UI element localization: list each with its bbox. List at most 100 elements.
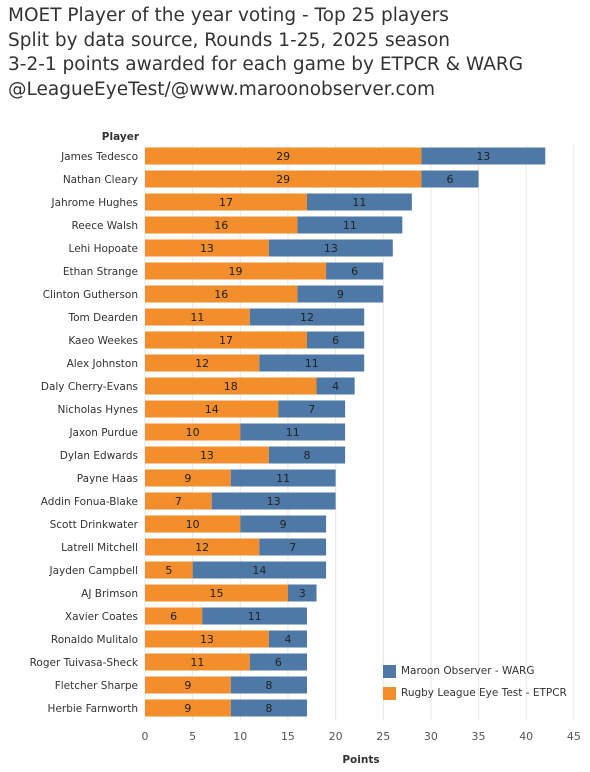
x-tick-label-10: 10	[233, 730, 247, 743]
data-label-warg-alex-johnston: 11	[305, 357, 319, 370]
x-tick-label-25: 25	[376, 730, 390, 743]
x-axis-title: Points	[342, 754, 379, 766]
y-tick-label-scott-drinkwater: Scott Drinkwater	[50, 519, 139, 531]
data-label-warg-reece-walsh: 11	[343, 219, 357, 232]
data-label-warg-aj-brimson: 3	[299, 587, 306, 600]
bar-warg-james-tedesco	[421, 147, 546, 165]
bar-warg-fletcher-sharpe	[230, 676, 308, 694]
data-label-warg-fletcher-sharpe: 8	[265, 679, 272, 692]
data-label-etpcr-james-tedesco: 29	[276, 150, 290, 163]
data-label-etpcr-jahrome-hughes: 17	[219, 196, 233, 209]
data-label-warg-scott-drinkwater: 9	[280, 518, 287, 531]
y-tick-label-kaeo-weekes: Kaeo Weekes	[68, 335, 138, 347]
y-tick-label-jayden-campbell: Jayden Campbell	[49, 565, 138, 577]
title-line-3: 3-2-1 points awarded for each game by ET…	[8, 54, 524, 75]
title-line-4: @LeagueEyeTest/@www.maroonobserver.com	[8, 78, 436, 100]
bar-etpcr-addin-fonua-blake	[145, 492, 212, 510]
bar-etpcr-roger-tuivasa-sheck	[145, 653, 250, 671]
bar-warg-dylan-edwards	[268, 446, 346, 464]
bar-warg-ronaldo-mulitalo	[268, 630, 308, 648]
bar-warg-ethan-strange	[326, 262, 384, 280]
bar-etpcr-jaxon-purdue	[145, 423, 241, 441]
legend-label-etpcr: Rugby League Eye Test - ETPCR	[401, 687, 567, 699]
data-label-warg-jahrome-hughes: 11	[352, 196, 366, 209]
data-label-warg-xavier-coates: 11	[248, 610, 262, 623]
bar-warg-addin-fonua-blake	[211, 492, 336, 510]
bar-etpcr-nathan-cleary	[145, 170, 422, 188]
y-tick-label-fletcher-sharpe: Fletcher Sharpe	[55, 680, 138, 692]
data-label-warg-jaxon-purdue: 11	[286, 426, 300, 439]
y-tick-label-latrell-mitchell: Latrell Mitchell	[61, 542, 138, 554]
y-tick-label-nicholas-hynes: Nicholas Hynes	[58, 404, 138, 416]
data-label-etpcr-lehi-hopoate: 13	[200, 242, 214, 255]
data-label-warg-nathan-cleary: 6	[446, 173, 453, 186]
data-label-etpcr-ronaldo-mulitalo: 13	[200, 633, 214, 646]
legend-item-warg[interactable]: Maroon Observer - WARG	[383, 660, 567, 682]
data-label-warg-daly-cherry-evans: 4	[332, 380, 339, 393]
y-tick-label-nathan-cleary: Nathan Cleary	[63, 174, 138, 186]
data-label-warg-tom-dearden: 12	[300, 311, 314, 324]
data-label-warg-herbie-farnworth: 8	[265, 702, 272, 715]
y-tick-label-aj-brimson: AJ Brimson	[81, 588, 138, 600]
title-line-2: Split by data source, Rounds 1-25, 2025 …	[8, 29, 451, 51]
data-label-etpcr-alex-johnston: 12	[195, 357, 209, 370]
bar-etpcr-alex-johnston	[145, 354, 260, 372]
data-label-warg-jayden-campbell: 14	[252, 564, 266, 577]
chart-title-block: MOET Player of the year voting - Top 25 …	[8, 4, 588, 102]
bar-etpcr-xavier-coates	[145, 607, 203, 625]
bar-warg-alex-johnston	[259, 354, 365, 372]
legend-label-warg: Maroon Observer - WARG	[401, 665, 535, 677]
y-tick-label-alex-johnston: Alex Johnston	[67, 358, 138, 370]
bar-warg-jahrome-hughes	[307, 193, 412, 211]
x-tick-label-30: 30	[424, 730, 438, 743]
x-tick-label-20: 20	[329, 730, 343, 743]
y-tick-label-reece-walsh: Reece Walsh	[71, 220, 138, 232]
data-label-warg-nicholas-hynes: 7	[308, 403, 315, 416]
bar-etpcr-lehi-hopoate	[145, 239, 269, 257]
data-label-etpcr-fletcher-sharpe: 9	[184, 679, 191, 692]
data-label-warg-ethan-strange: 6	[351, 265, 358, 278]
data-label-warg-kaeo-weekes: 6	[332, 334, 339, 347]
legend: Maroon Observer - WARG Rugby League Eye …	[383, 660, 567, 704]
data-label-warg-lehi-hopoate: 13	[324, 242, 338, 255]
x-tick-label-35: 35	[472, 730, 486, 743]
data-label-warg-clinton-gutherson: 9	[337, 288, 344, 301]
labels: James Tedesco 29 13 Nathan Cleary 29 6 Jahrome…	[30, 150, 491, 715]
y-tick-label-james-tedesco: James Tedesco	[60, 151, 138, 163]
y-tick-label-ronaldo-mulitalo: Ronaldo Mulitalo	[51, 634, 138, 646]
bar-etpcr-latrell-mitchell	[145, 538, 260, 556]
bar-etpcr-clinton-gutherson	[145, 285, 298, 303]
y-tick-label-dylan-edwards: Dylan Edwards	[60, 450, 138, 462]
data-label-warg-payne-haas: 11	[276, 472, 290, 485]
bar-warg-xavier-coates	[202, 607, 308, 625]
data-label-etpcr-scott-drinkwater: 10	[186, 518, 200, 531]
bar-etpcr-ethan-strange	[145, 262, 327, 280]
y-tick-label-tom-dearden: Tom Dearden	[67, 312, 138, 324]
bar-warg-jayden-campbell	[192, 561, 327, 579]
data-label-warg-roger-tuivasa-sheck: 6	[275, 656, 282, 669]
data-label-warg-dylan-edwards: 8	[304, 449, 311, 462]
bar-etpcr-dylan-edwards	[145, 446, 269, 464]
data-label-etpcr-nathan-cleary: 29	[276, 173, 290, 186]
data-label-etpcr-roger-tuivasa-sheck: 11	[190, 656, 204, 669]
data-label-etpcr-clinton-gutherson: 16	[214, 288, 228, 301]
x-tick-label-5: 5	[189, 730, 196, 743]
y-tick-label-ethan-strange: Ethan Strange	[63, 266, 138, 278]
data-label-etpcr-ethan-strange: 19	[229, 265, 243, 278]
data-label-warg-ronaldo-mulitalo: 4	[284, 633, 291, 646]
y-tick-label-jaxon-purdue: Jaxon Purdue	[68, 427, 138, 439]
data-label-warg-latrell-mitchell: 7	[289, 541, 296, 554]
bar-etpcr-reece-walsh	[145, 216, 298, 234]
data-label-etpcr-latrell-mitchell: 12	[195, 541, 209, 554]
bar-warg-clinton-gutherson	[297, 285, 384, 303]
data-label-etpcr-jaxon-purdue: 10	[186, 426, 200, 439]
bar-warg-lehi-hopoate	[268, 239, 393, 257]
bar-etpcr-ronaldo-mulitalo	[145, 630, 269, 648]
data-label-warg-james-tedesco: 13	[476, 150, 490, 163]
y-tick-label-lehi-hopoate: Lehi Hopoate	[69, 243, 138, 255]
legend-item-etpcr[interactable]: Rugby League Eye Test - ETPCR	[383, 682, 567, 704]
bar-etpcr-daly-cherry-evans	[145, 377, 317, 395]
y-tick-label-xavier-coates: Xavier Coates	[65, 611, 138, 623]
